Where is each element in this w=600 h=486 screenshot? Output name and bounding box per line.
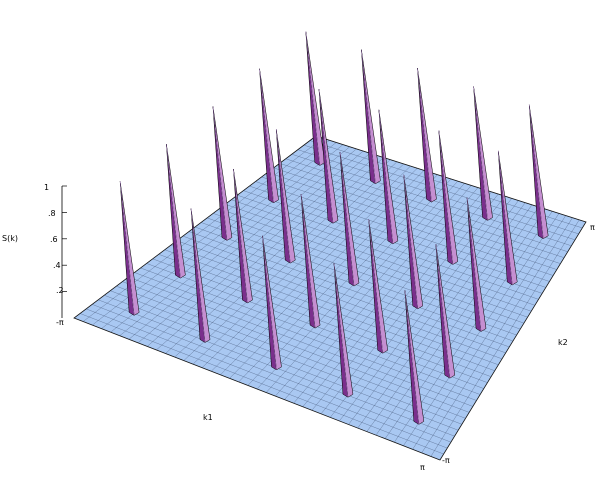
peak-edge [528,104,544,239]
mesh-line-k2 [213,213,525,324]
x-tick-label-minus-pi: -π [56,318,64,327]
mesh-line-k2 [303,144,579,235]
peak-edge [361,49,376,184]
peak-edge [233,168,248,304]
z-tick-marks [62,185,67,292]
peak-edge [473,86,488,221]
mesh-line-k2 [207,217,521,330]
peak-edge [417,68,432,203]
peak-edge [404,290,420,425]
mesh-line-k1 [412,215,566,450]
mesh-line-k1 [421,217,573,453]
peak-edge [212,106,228,241]
z-tick-label-0.2: .2 [56,286,64,295]
x-axis-label: k1 [203,413,213,422]
mesh-line-k1 [339,198,512,422]
peak-edge [466,197,482,332]
mesh-line-k1 [275,183,465,397]
peak-edge [119,181,135,316]
peak-edge [339,151,355,287]
mesh-line-k2 [297,149,576,241]
peak-edge [275,129,291,264]
peak-edge [166,144,181,279]
mesh-line-k2 [285,158,568,252]
mesh-line-k2 [231,199,535,306]
peak-edge [259,68,274,203]
mesh-line-k2 [255,181,550,282]
axes: S(k) 1 .8 .6 .4 .2 -π π k1 -π π k2 [2,183,595,472]
mesh-line-k1 [348,200,519,425]
peak-edge [368,219,383,354]
x-tick-label-pi: π [420,463,425,472]
mesh-line-k1 [430,219,580,457]
peak-edge [438,130,454,265]
z-tick-label-0.6: .6 [50,235,58,244]
peak-edge [300,194,316,329]
mesh-line-k1 [266,181,458,393]
peak-edge [378,109,394,244]
peak-edge [333,263,349,398]
peak-edge [497,150,513,285]
mesh-line-k2 [273,167,561,264]
mesh-line-k1 [384,208,546,439]
y-tick-label-pi: π [590,223,595,232]
z-tick-label-0.8: .8 [48,209,56,218]
mesh-line-k2 [249,185,546,288]
z-tick-label-1: 1 [44,183,49,192]
peak-edge [190,208,206,343]
peak-edge [435,244,451,379]
z-axis-label: S(k) [2,234,18,243]
peak-edge [305,31,321,166]
y-tick-label-minus-pi: -π [442,456,450,465]
peak-edge [318,89,334,224]
peaks-layer [119,31,549,425]
y-axis-label: k2 [558,338,568,347]
z-tick-label-0.4: .4 [53,261,61,270]
peak-edge [403,174,419,309]
mesh-line-k2 [200,222,517,336]
mesh-line-k1 [302,189,485,407]
peak-edge [262,235,277,370]
